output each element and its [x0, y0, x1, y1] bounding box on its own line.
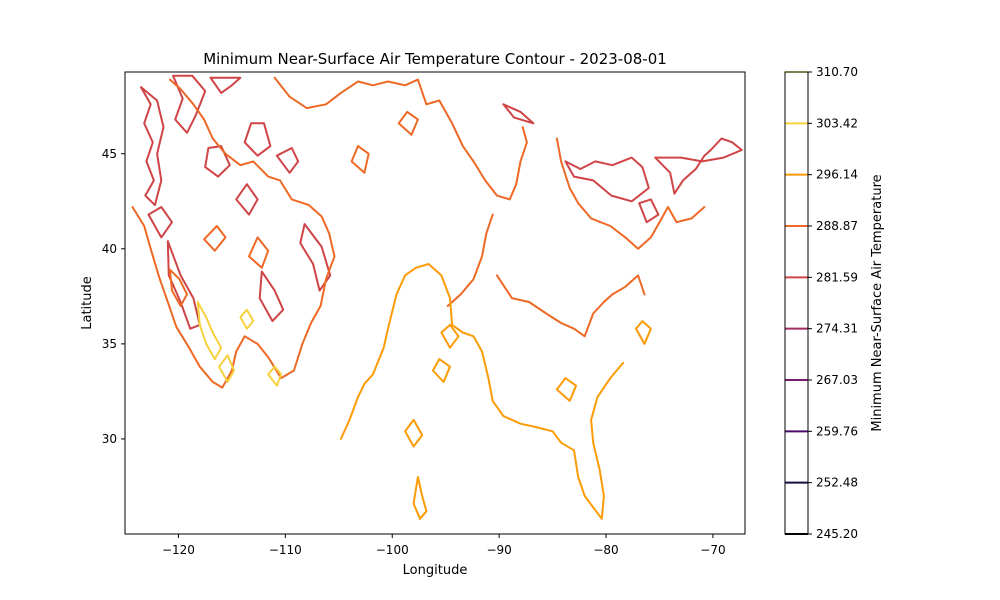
contour-line	[147, 206, 173, 239]
contour-line	[412, 476, 428, 520]
colorbar-tick-label: 281.59	[816, 270, 858, 284]
contour-line	[196, 301, 223, 361]
colorbar-tick-label: 303.42	[816, 116, 858, 130]
contour-line	[239, 308, 255, 330]
contour-line	[564, 156, 650, 203]
contour-level-296.14	[339, 263, 652, 520]
y-tick-label: 35	[102, 337, 117, 351]
contour-lines	[131, 74, 743, 520]
colorbar-label: Minimum Near-Surface Air Temperature	[870, 174, 885, 431]
contour-line	[404, 418, 424, 448]
contour-line	[131, 78, 336, 389]
contour-line	[446, 213, 494, 307]
contour-line	[218, 354, 235, 383]
x-axis-ticks: −120 −110 −100 −90 −80 −70	[162, 534, 726, 557]
x-tick-label: −90	[486, 543, 511, 557]
y-axis-ticks: 30 35 40 45	[102, 147, 125, 446]
x-tick-label: −120	[162, 543, 195, 557]
contour-line	[555, 377, 578, 402]
contour-line	[248, 236, 270, 269]
contour-level-281.59	[140, 74, 743, 330]
contour-level-288.87	[131, 76, 706, 389]
contour-line	[350, 145, 370, 174]
colorbar-tick-label: 288.87	[816, 219, 858, 233]
contour-line	[172, 74, 207, 134]
colorbar-tick-label: 252.48	[816, 476, 858, 490]
y-tick-label: 45	[102, 147, 117, 161]
x-tick-label: −110	[269, 543, 302, 557]
contour-line	[267, 365, 283, 387]
contour-level-303.42	[196, 301, 283, 387]
contour-line	[654, 137, 743, 195]
contour-line	[258, 270, 285, 323]
y-tick-label: 40	[102, 242, 117, 256]
contour-line	[275, 147, 300, 174]
x-tick-label: −70	[700, 543, 725, 557]
colorbar-tick-label: 274.31	[816, 322, 858, 336]
contour-line	[397, 110, 419, 136]
x-axis-label: Longitude	[403, 563, 468, 578]
colorbar-tick-label: 310.70	[816, 65, 858, 79]
chart-title: Minimum Near-Surface Air Temperature Con…	[203, 50, 667, 68]
contour-line	[204, 145, 231, 178]
colorbar-tick-label: 296.14	[816, 168, 858, 182]
contour-line	[243, 122, 272, 157]
contour-line	[440, 323, 460, 349]
contour-line	[299, 223, 332, 292]
contour-line	[273, 76, 528, 201]
contour-line	[638, 198, 660, 224]
colorbar-tick-label: 267.03	[816, 373, 858, 387]
y-tick-label: 30	[102, 432, 117, 446]
x-tick-label: −80	[593, 543, 618, 557]
x-tick-label: −100	[376, 543, 409, 557]
contour-line	[339, 263, 625, 520]
plot-area-frame	[124, 71, 746, 535]
colorbar-frame	[784, 71, 809, 535]
contour-line	[140, 86, 165, 207]
contour-line	[635, 320, 652, 345]
colorbar: 245.20 252.48 259.76 267.03 274.31 281.59 288.…	[785, 65, 858, 541]
contour-line	[502, 103, 535, 125]
contour-line	[555, 137, 706, 250]
colorbar-tick-label: 259.76	[816, 424, 858, 438]
contour-line	[168, 268, 188, 307]
contour-line	[209, 76, 242, 94]
y-axis-label: Latitude	[80, 276, 95, 330]
colorbar-tick-label: 245.20	[816, 527, 858, 541]
contour-line	[496, 274, 646, 338]
contour-line	[203, 225, 227, 252]
contour-line	[431, 358, 451, 383]
contour-line	[235, 183, 259, 216]
